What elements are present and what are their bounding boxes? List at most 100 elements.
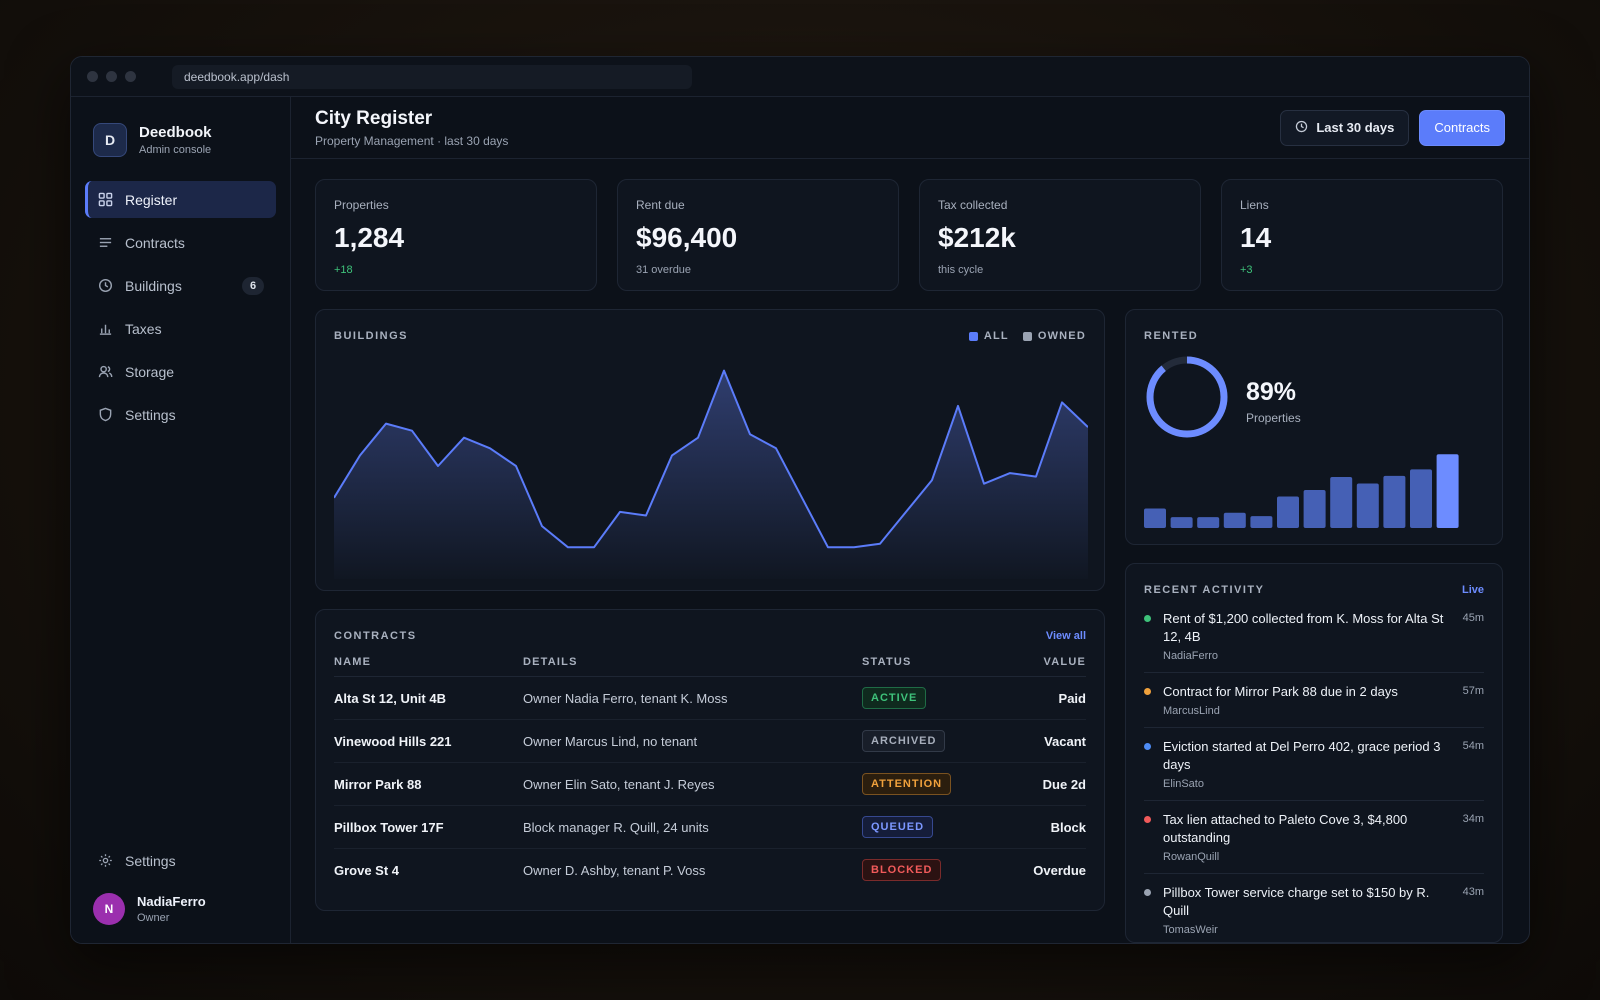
area-fill xyxy=(334,370,1088,579)
status-badge: ATTENTION xyxy=(862,773,952,795)
brand: D Deedbook Admin console xyxy=(85,117,276,157)
app-window: deedbook.app/dash D Deedbook Admin conso… xyxy=(70,56,1530,944)
contract-value: Paid xyxy=(1002,676,1086,720)
bar xyxy=(1383,475,1406,528)
activity-text: Pillbox Tower service charge set to $150… xyxy=(1163,885,1430,918)
bar xyxy=(1303,490,1326,528)
status-dot xyxy=(1144,615,1151,622)
activity-time: 34m xyxy=(1462,813,1484,825)
maximize-dot[interactable] xyxy=(125,71,136,82)
contracts-card: CONTRACTS View all NAME DETAILS STATUS V… xyxy=(315,609,1105,911)
live-indicator[interactable]: Live xyxy=(1461,584,1484,596)
activity-text: Eviction started at Del Perro 402, grace… xyxy=(1163,739,1441,772)
legend-item-owned[interactable]: OWNED xyxy=(1022,330,1086,342)
bar xyxy=(1144,508,1166,528)
bar-chart-icon xyxy=(97,321,113,337)
brand-subtitle: Admin console xyxy=(139,144,212,156)
contract-value: Overdue xyxy=(1033,862,1086,878)
kpi-value: $212k xyxy=(938,222,1016,253)
contracts-button-label: Contracts xyxy=(1434,120,1490,135)
brand-name: Deedbook xyxy=(139,124,212,141)
status-dot xyxy=(1144,816,1151,823)
table-row[interactable]: Alta St 12, Unit 4B Owner Nadia Ferro, t… xyxy=(334,676,1086,720)
activity-item[interactable]: Rent of $1,200 collected from K. Moss fo… xyxy=(1144,610,1484,673)
activity-text: Contract for Mirror Park 88 due in 2 day… xyxy=(1163,684,1398,699)
activity-item[interactable]: Eviction started at Del Perro 402, grace… xyxy=(1144,738,1484,801)
activity-list: Rent of $1,200 collected from K. Moss fo… xyxy=(1144,610,1484,942)
activity-user: ElinSato xyxy=(1163,778,1204,790)
contract-value: Due 2d xyxy=(1002,762,1086,806)
activity-user: RowanQuill xyxy=(1163,851,1220,863)
sidebar-item-label: Settings xyxy=(125,852,176,869)
contracts-table: NAME DETAILS STATUS VALUE Alta St 12, Un… xyxy=(334,656,1086,892)
sidebar-item-label: Register xyxy=(125,191,178,208)
sidebar-item-register[interactable]: Register xyxy=(85,181,276,218)
activity-item[interactable]: Tax lien attached to Paleto Cove 3, $4,8… xyxy=(1144,811,1484,874)
date-range-button[interactable]: Last 30 days xyxy=(1280,109,1410,146)
status-dot xyxy=(1144,889,1151,896)
buildings-chart-card: BUILDINGS ALL OWNED xyxy=(315,309,1105,591)
avatar: N xyxy=(93,893,125,925)
kpi-label: Tax collected xyxy=(938,198,1008,212)
table-row[interactable]: Grove St 4 Owner D. Ashby, tenant P. Vos… xyxy=(334,849,1086,892)
brand-logo: D xyxy=(93,123,127,157)
status-dot xyxy=(1144,743,1151,750)
contract-name: Grove St 4 xyxy=(334,862,400,878)
contract-name: Pillbox Tower 17F xyxy=(334,805,523,849)
clock-icon xyxy=(97,278,113,294)
activity-user: MarcusLind xyxy=(1163,705,1220,717)
lines-icon xyxy=(97,235,113,251)
kpi-card-tax-collected: Tax collected $212k this cycle xyxy=(919,179,1201,291)
close-dot[interactable] xyxy=(87,71,98,82)
activity-item[interactable]: Contract for Mirror Park 88 due in 2 day… xyxy=(1144,683,1484,728)
buildings-count-badge: 6 xyxy=(242,276,264,295)
view-all-link[interactable]: View all xyxy=(1045,630,1086,642)
table-row[interactable]: Mirror Park 88 Owner Elin Sato, tenant J… xyxy=(334,762,1086,806)
contract-details: Owner Marcus Lind, no tenant xyxy=(523,719,862,763)
activity-title: RECENT ACTIVITY xyxy=(1144,584,1265,596)
url-bar[interactable]: deedbook.app/dash xyxy=(172,64,692,89)
activity-time: 57m xyxy=(1462,685,1484,697)
user-role: Owner xyxy=(137,912,170,924)
user-profile[interactable]: N NadiaFerro Owner xyxy=(85,879,276,925)
gear-icon xyxy=(97,853,113,869)
sidebar-item-label: Taxes xyxy=(125,320,162,337)
sidebar-item-storage[interactable]: Storage xyxy=(85,353,276,390)
contracts-button[interactable]: Contracts xyxy=(1419,109,1505,146)
kpi-card-liens: Liens 14 +3 xyxy=(1221,179,1503,291)
contract-name: Mirror Park 88 xyxy=(334,762,523,806)
activity-card: RECENT ACTIVITY Live Rent of $1,200 coll… xyxy=(1125,563,1503,943)
bar xyxy=(1356,483,1379,528)
column-header-details: DETAILS xyxy=(523,656,862,677)
activity-item[interactable]: Pillbox Tower service charge set to $150… xyxy=(1144,884,1484,942)
bar xyxy=(1197,517,1220,528)
sidebar-item-settings[interactable]: Settings xyxy=(85,396,276,433)
sidebar-item-contracts[interactable]: Contracts xyxy=(85,224,276,261)
kpi-value: 14 xyxy=(1240,222,1272,253)
sidebar-item-label: Contracts xyxy=(125,234,185,251)
contract-details: Owner Nadia Ferro, tenant K. Moss xyxy=(523,676,862,720)
date-range-label: Last 30 days xyxy=(1316,120,1395,135)
sidebar-item-buildings[interactable]: Buildings 6 xyxy=(85,267,276,304)
url-text: deedbook.app/dash xyxy=(184,69,290,84)
minimize-dot[interactable] xyxy=(106,71,117,82)
page-title: City Register xyxy=(315,107,433,129)
sidebar-item-label: Storage xyxy=(125,363,175,380)
legend-item-all[interactable]: ALL xyxy=(968,330,1009,342)
table-row[interactable]: Pillbox Tower 17F Block manager R. Quill… xyxy=(334,805,1086,849)
user-name: NadiaFerro xyxy=(137,894,206,909)
title-bar: deedbook.app/dash xyxy=(71,57,1529,97)
legend-swatch xyxy=(968,331,978,341)
status-badge: ARCHIVED xyxy=(862,730,946,752)
status-badge: BLOCKED xyxy=(862,859,942,882)
sidebar-item-taxes[interactable]: Taxes xyxy=(85,310,276,347)
sidebar-bottom-settings[interactable]: Settings xyxy=(85,842,276,879)
kpi-note: 31 overdue xyxy=(636,264,692,276)
contract-name: Vinewood Hills 221 xyxy=(334,719,523,763)
sidebar-nav: Register Contracts Buildings 6 xyxy=(85,181,276,433)
kpi-note: this cycle xyxy=(938,264,984,276)
donut-fill xyxy=(1146,356,1228,438)
activity-time: 54m xyxy=(1462,740,1484,752)
bar xyxy=(1170,517,1193,528)
table-row[interactable]: Vinewood Hills 221 Owner Marcus Lind, no… xyxy=(334,719,1086,763)
